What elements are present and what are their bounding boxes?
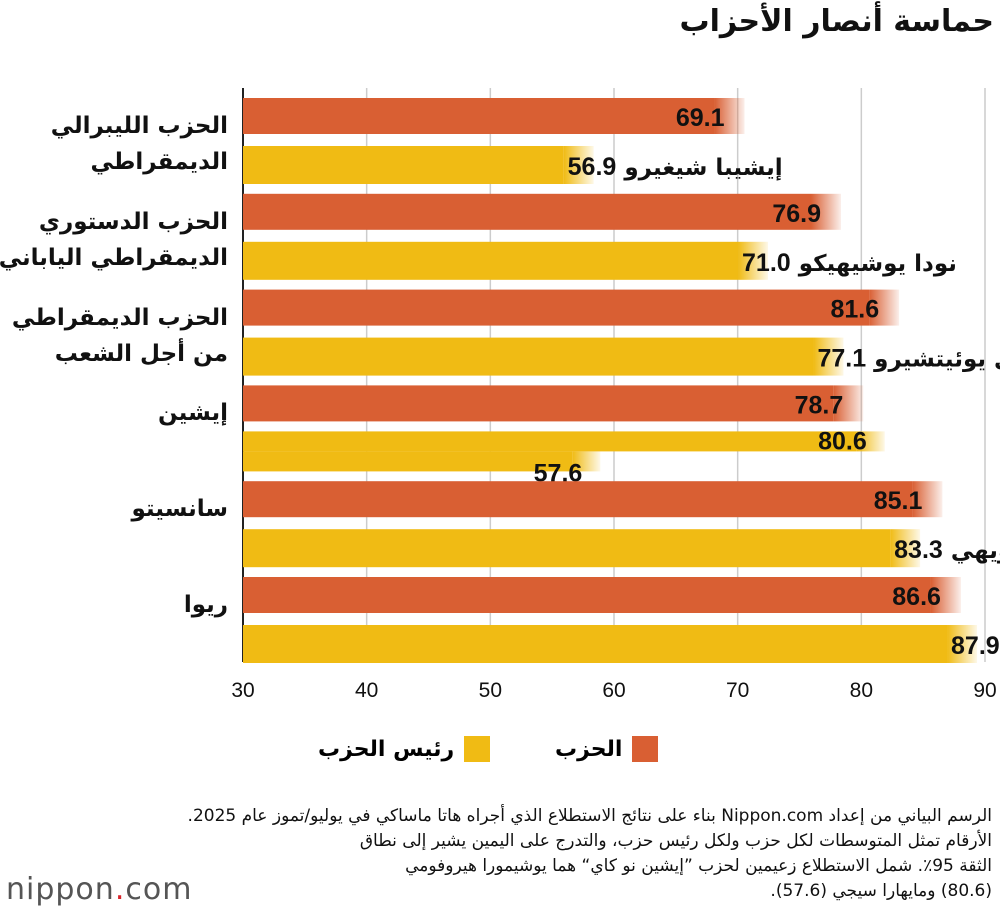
legend-label-party: الحزب (555, 736, 623, 762)
category-label: الحزب الليبرالي الديمقراطي (50, 113, 228, 175)
leader-bar (243, 625, 948, 663)
x-tick-label: 70 (726, 679, 749, 702)
leader-bar (243, 451, 573, 472)
legend-swatch-leader (464, 736, 491, 762)
x-tick-label: 30 (231, 679, 254, 702)
leader-bar-ci (890, 529, 921, 568)
category-label: الحزب الدستوري الديمقراطي الياباني (0, 208, 228, 271)
leader-bar-ci (856, 431, 885, 452)
footnotes: الرسم البياني من إعداد Nippon.com بناء ع… (2, 804, 992, 904)
party-bar-ci (810, 193, 841, 230)
nippon-logo: nippon.com (6, 872, 193, 907)
chart-title: حماسة أنصار الأحزاب (679, 4, 994, 39)
legend-swatch-party (632, 736, 659, 762)
party-bar (243, 577, 931, 613)
leader-label: نودا يوشيهيكو 71.0 (742, 249, 957, 277)
x-tick-label: 80 (850, 679, 873, 702)
party-value-label: 86.6 (892, 583, 941, 611)
party-bar-ci (833, 385, 864, 422)
leader-bar-ci (813, 337, 844, 376)
party-bar-ci (869, 289, 900, 326)
leader-value-label: 80.6 (818, 427, 867, 455)
x-tick-label: 90 (973, 679, 996, 702)
category-label: إيشين (157, 400, 228, 427)
legend: الحزب رئيس الحزب (0, 730, 1000, 770)
party-bar-ci (930, 577, 961, 613)
party-value-label: 76.9 (772, 200, 821, 228)
leader-label: إيشيبا شيغيرو 56.9 (568, 153, 783, 181)
bar-chart: 30 40 50 60 70 80 90 69.1 إيشيبا شيغيرو 56.9 76.9… (231, 88, 1000, 702)
leader-bar-ci (738, 241, 769, 280)
party-bar-ci (912, 481, 943, 518)
leader-bar (243, 529, 891, 568)
legend-label-leader: رئيس الحزب (318, 736, 455, 762)
category-label: ريوا (183, 592, 228, 618)
x-tick-label: 50 (479, 679, 502, 702)
leader-bar (243, 146, 564, 184)
leader-bar (243, 241, 739, 280)
party-bar (243, 481, 913, 518)
leader-bar (243, 337, 814, 376)
leader-bar-ci (947, 625, 978, 663)
party-value-label: 81.6 (830, 296, 879, 324)
leader-bar-ci (563, 146, 594, 184)
leader-label: كاميا سويهي 83.3 (894, 536, 1000, 564)
party-bar (243, 385, 834, 422)
legend-party: الحزب (555, 736, 659, 762)
party-bar (243, 98, 715, 134)
category-label: الحزب الديمقراطي من أجل الشعب (11, 304, 228, 367)
note-line: الأرقام تمثل المتوسطات لكل حزب ولكل رئيس… (359, 831, 992, 851)
party-bar (243, 289, 870, 326)
note-line: (80.6) ومايهارا سيجي (57.6). (770, 881, 992, 901)
party-bar (243, 193, 811, 230)
party-value-label: 78.7 (795, 391, 844, 419)
party-value-label: 85.1 (874, 487, 923, 515)
party-bar-ci (714, 98, 745, 134)
leader-label: كاميا سويهي 87.9 (951, 632, 1000, 660)
leader-label: تاماكي يوئيتشيرو 77.1 (817, 345, 1000, 373)
legend-leader: رئيس الحزب (318, 736, 491, 762)
leader-bar (243, 431, 857, 452)
x-tick-label: 60 (602, 679, 625, 702)
note-line: الثقة 95٪. شمل الاستطلاع زعيمين لحزب ”إي… (405, 856, 992, 876)
note-line: الرسم البياني من إعداد Nippon.com بناء ع… (187, 806, 992, 826)
leader-bar-ci (572, 451, 601, 472)
category-label: سانسيتو (131, 496, 229, 523)
party-value-label: 69.1 (676, 104, 725, 132)
x-tick-label: 40 (355, 679, 378, 702)
